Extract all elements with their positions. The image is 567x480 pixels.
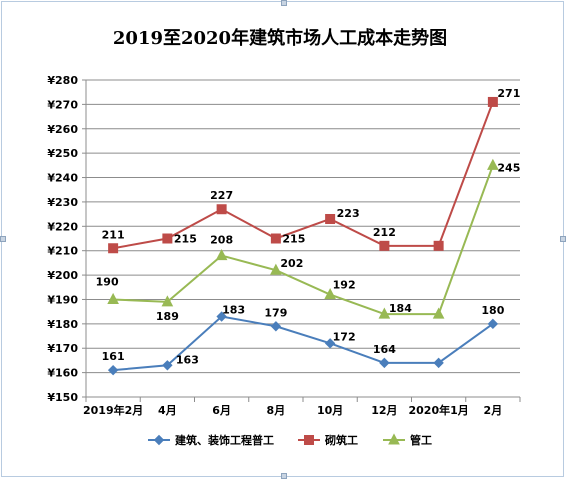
y-tick-label: ¥220 [47, 220, 78, 233]
series-line [112, 101, 494, 250]
y-tick-label: ¥270 [47, 98, 78, 111]
x-tick-label: 10月 [317, 404, 343, 417]
data-point [215, 248, 228, 261]
data-label: 172 [333, 330, 356, 343]
y-tick-label: ¥180 [47, 318, 78, 331]
data-point [433, 240, 444, 251]
data-point [216, 311, 227, 322]
series-line [113, 315, 494, 372]
resize-handle-top[interactable] [281, 0, 287, 6]
data-point [432, 307, 445, 319]
data-point [487, 96, 498, 107]
data-point [487, 158, 499, 170]
y-tick-label: ¥260 [47, 123, 78, 136]
data-label: 227 [210, 189, 233, 202]
data-label: 245 [497, 161, 520, 174]
data-point [325, 213, 336, 224]
data-label: 223 [337, 207, 360, 220]
data-label: 202 [280, 257, 303, 270]
data-labels: 161 163 183 179 172 164 180 211 215 227 215 223 212 2… [96, 87, 521, 366]
x-tick-label: 8月 [267, 404, 286, 417]
y-tick-label: ¥210 [47, 245, 78, 258]
data-label: 190 [96, 275, 119, 288]
y-tick-label: ¥150 [47, 391, 78, 404]
y-tick-label: ¥230 [47, 196, 78, 209]
legend-label: 管工 [410, 433, 432, 447]
y-tick-label: ¥200 [47, 269, 78, 282]
data-point [378, 307, 391, 319]
data-point [107, 292, 119, 304]
data-label: 163 [176, 353, 199, 366]
data-label: 179 [264, 306, 287, 319]
data-point [162, 360, 173, 371]
y-tick-label: ¥190 [47, 293, 78, 306]
x-tick-label: 6月 [212, 404, 231, 417]
data-label: 271 [497, 87, 520, 100]
data-point [379, 240, 390, 251]
data-point [270, 233, 281, 244]
data-label: 215 [174, 233, 197, 246]
gridlines [86, 79, 520, 374]
legend-marker [153, 434, 165, 446]
x-tick-label: 2019年2月 [83, 403, 143, 417]
chart-title: 2019至2020年建筑市场人工成本走势图 [113, 27, 447, 49]
y-tick-label: ¥170 [47, 342, 78, 355]
data-label: 211 [102, 228, 125, 241]
y-tick-label: ¥250 [47, 147, 78, 160]
y-tick-label: ¥160 [47, 367, 78, 380]
data-point [161, 295, 174, 307]
data-point [379, 357, 390, 369]
legend-label: 建筑、装饰工程普工 [175, 433, 274, 447]
data-label: 215 [282, 233, 305, 246]
legend-label: 砌筑工 [324, 433, 358, 447]
x-tick-label: 12月 [371, 404, 397, 417]
legend: 建筑、装饰工程普工 砌筑工 管工 [148, 433, 432, 447]
legend-marker [388, 433, 400, 445]
data-label: 192 [333, 279, 356, 292]
data-point [324, 338, 336, 349]
axes: ¥150 ¥160 ¥170 ¥180 ¥190 ¥200 ¥210 ¥220 ¥230 ¥240… [47, 74, 521, 417]
data-point [162, 233, 173, 244]
x-tick-label: 4月 [158, 404, 177, 417]
legend-marker [304, 435, 314, 445]
data-point [107, 364, 119, 376]
x-tick-label: 2020年1月 [408, 403, 468, 417]
data-point [270, 263, 282, 275]
resize-handle-bottom[interactable] [281, 473, 287, 479]
data-point [270, 321, 282, 332]
data-label: 161 [102, 350, 125, 363]
data-label: 189 [156, 310, 179, 323]
data-point [433, 357, 444, 369]
data-point [487, 318, 499, 330]
y-tick-label: ¥280 [47, 74, 78, 87]
y-tick-label: ¥240 [47, 172, 78, 185]
resize-handle-left[interactable] [0, 236, 6, 242]
series-line [113, 165, 494, 316]
data-point [216, 204, 227, 215]
data-label: 184 [389, 302, 412, 315]
data-label: 183 [222, 304, 245, 317]
series-group [107, 96, 499, 376]
data-label: 208 [210, 234, 233, 247]
data-label: 180 [481, 304, 504, 317]
data-point [324, 288, 336, 300]
resize-handle-right[interactable] [560, 236, 566, 242]
data-label: 164 [373, 343, 396, 356]
x-tick-label: 2月 [484, 404, 503, 417]
data-point [108, 243, 119, 254]
data-label: 212 [373, 226, 396, 239]
